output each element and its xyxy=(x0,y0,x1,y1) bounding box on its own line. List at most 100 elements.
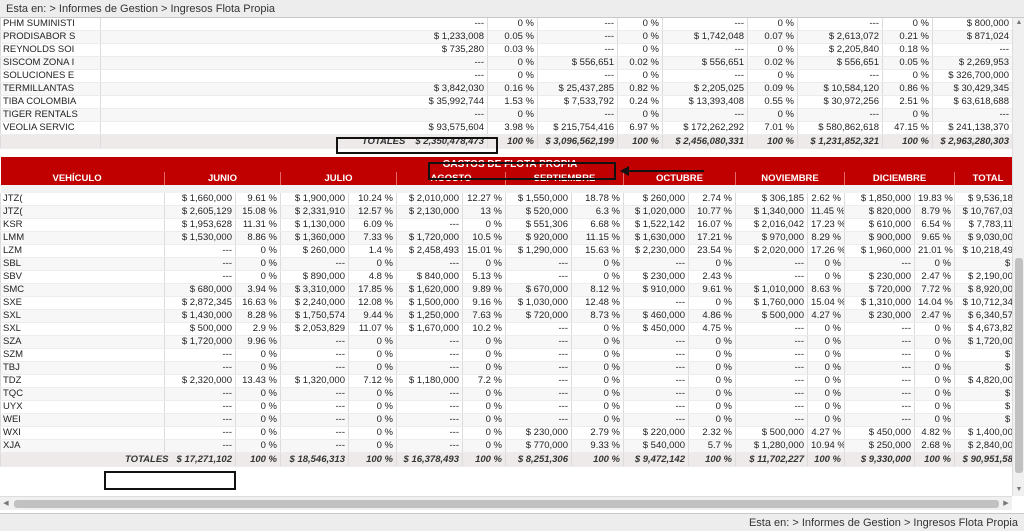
value-cell: --- xyxy=(100,69,488,84)
value-cell: 4.86 % xyxy=(688,309,736,324)
totals-value-cell: 100 % xyxy=(348,452,397,468)
scroll-right-icon[interactable]: ▶ xyxy=(1003,500,1009,507)
value-cell: 0 % xyxy=(688,257,736,272)
value-cell: 12.57 % xyxy=(348,205,397,220)
table-row: TBJ --- 0 % --- 0 % --- 0 % --- 0 % --- 0 % --- 0 % -… xyxy=(0,361,1012,376)
value-cell: 6.3 % xyxy=(571,205,624,220)
value-cell: 0 % xyxy=(688,335,736,350)
value-cell: $ 580,862,618 xyxy=(797,121,883,136)
value-cell: 0 % xyxy=(462,413,506,428)
value-cell: $ 1,400,000 xyxy=(953,426,1012,441)
value-cell: 7.33 % xyxy=(348,231,397,246)
scroll-left-icon[interactable]: ◀ xyxy=(3,500,9,507)
vertical-scrollbar[interactable]: ▲ ▼ xyxy=(1012,18,1024,496)
value-cell: 0 % xyxy=(617,18,663,32)
value-cell: $ 2,205,840 xyxy=(797,43,883,58)
value-cell: --- xyxy=(623,400,689,415)
breadcrumb-top: Esta en: > Informes de Gestion > Ingreso… xyxy=(0,0,1024,18)
value-cell: $ 0 xyxy=(953,400,1012,415)
value-cell: 2.43 % xyxy=(688,270,736,285)
table-row: SBV --- 0 % $ 890,000 4.8 % $ 840,000 5.13 % --… xyxy=(0,270,1012,285)
table-row: SBL --- 0 % --- 0 % --- 0 % --- 0 % --- 0 % --- 0 % -… xyxy=(0,257,1012,272)
value-cell: --- xyxy=(396,348,463,363)
table-row: LZM --- 0 % $ 260,000 1.4 % $ 2,458,493 15.01 … xyxy=(0,244,1012,259)
value-cell: --- xyxy=(280,439,349,454)
value-cell: 0.05 % xyxy=(882,56,933,71)
value-cell: $ 3,310,000 xyxy=(280,283,349,298)
value-cell: 0 % xyxy=(807,257,845,272)
value-cell: 0.07 % xyxy=(747,30,798,45)
totals-value-cell: 100 % xyxy=(487,134,538,150)
value-cell: 0 % xyxy=(617,43,663,58)
vertical-scroll-thumb[interactable] xyxy=(1015,258,1023,473)
value-cell: --- xyxy=(537,69,618,84)
value-cell: $ 30,972,256 xyxy=(797,95,883,110)
value-cell: $ 1,430,000 xyxy=(164,309,236,324)
value-cell: $ 1,233,008 xyxy=(100,30,488,45)
value-cell: 0 % xyxy=(807,348,845,363)
table-row: JTZ($ 1,660,000 9.61 % $ 1,900,000 10.24 % $… xyxy=(0,193,1012,207)
value-cell: $ 2,872,345 xyxy=(164,296,236,311)
value-cell: 0 % xyxy=(348,426,397,441)
value-cell: 2.62 % xyxy=(807,193,845,207)
value-cell: --- xyxy=(537,108,618,123)
client-name-cell: PHM SUMINISTI xyxy=(0,18,101,32)
value-cell: $ 2,613,072 xyxy=(797,30,883,45)
value-cell: 4.8 % xyxy=(348,270,397,285)
value-cell: $ 1,250,000 xyxy=(396,309,463,324)
value-cell: --- xyxy=(396,387,463,402)
value-cell: 16.63 % xyxy=(235,296,281,311)
value-cell: --- xyxy=(396,361,463,376)
value-cell: 0 % xyxy=(348,348,397,363)
value-cell: --- xyxy=(164,387,236,402)
value-cell: $ 9,536,185 xyxy=(953,193,1012,207)
table-row: TDZ $ 2,320,000 13.43 % $ 1,320,000 7.12 % $ … xyxy=(0,374,1012,389)
value-cell: $ 871,024 xyxy=(932,30,1012,45)
value-cell: $ 1,630,000 xyxy=(623,231,689,246)
value-cell: $ 2,840,000 xyxy=(953,439,1012,454)
value-cell: 0.16 % xyxy=(487,82,538,97)
table-row: SZA $ 1,720,000 9.96 % --- 0 % --- 0 % --- 0 % --… xyxy=(0,335,1012,350)
value-cell: --- xyxy=(797,18,883,32)
value-cell: --- xyxy=(735,374,808,389)
value-cell: $ 1,742,048 xyxy=(662,30,748,45)
scroll-down-icon[interactable]: ▼ xyxy=(1015,486,1023,493)
value-cell: 8.12 % xyxy=(571,283,624,298)
value-cell: 2.47 % xyxy=(914,270,955,285)
value-cell: 0 % xyxy=(571,335,624,350)
vehicle-plate-cell: TDZ xyxy=(0,374,165,389)
value-cell: --- xyxy=(735,400,808,415)
value-cell: $ 1,550,000 xyxy=(505,193,572,207)
totals-value-cell: $ 18,546,313 xyxy=(280,452,349,468)
value-cell: $ 93,575,604 xyxy=(100,121,488,136)
value-cell: $ 2,240,000 xyxy=(280,296,349,311)
scroll-up-icon[interactable]: ▲ xyxy=(1015,19,1023,26)
totals-value-cell: $ 1,231,852,321 xyxy=(797,134,883,150)
value-cell: --- xyxy=(662,43,748,58)
value-cell: 17.21 % xyxy=(688,231,736,246)
value-cell: 2.79 % xyxy=(571,426,624,441)
value-cell: 8.73 % xyxy=(571,309,624,324)
value-cell: --- xyxy=(505,400,572,415)
value-cell: --- xyxy=(623,335,689,350)
value-cell: --- xyxy=(396,257,463,272)
value-cell: 6.97 % xyxy=(617,121,663,136)
horizontal-scroll-thumb[interactable] xyxy=(14,500,999,508)
vehicle-plate-cell: SXL xyxy=(0,322,165,337)
value-cell: --- xyxy=(505,361,572,376)
value-cell: $ 1,760,000 xyxy=(735,296,808,311)
value-cell: 4.75 % xyxy=(688,322,736,337)
table-row: XJA --- 0 % --- 0 % --- 0 % $ 770,000 9.33 % $ 54… xyxy=(0,439,1012,454)
value-cell: 0 % xyxy=(235,270,281,285)
value-cell: $ 260,000 xyxy=(623,193,689,207)
totals-value-cell: 100 % xyxy=(747,134,798,150)
value-cell: $ 1,320,000 xyxy=(280,374,349,389)
vehicle-plate-cell: LZM xyxy=(0,244,165,259)
value-cell: 8.79 % xyxy=(914,205,955,220)
value-cell: $ 556,651 xyxy=(662,56,748,71)
horizontal-scrollbar[interactable]: ◀ ▶ xyxy=(0,496,1012,510)
value-cell: $ 250,000 xyxy=(844,439,915,454)
client-name-cell: TIBA COLOMBIA xyxy=(0,95,101,110)
vehicle-plate-cell: SBV xyxy=(0,270,165,285)
value-cell: 0 % xyxy=(688,296,736,311)
